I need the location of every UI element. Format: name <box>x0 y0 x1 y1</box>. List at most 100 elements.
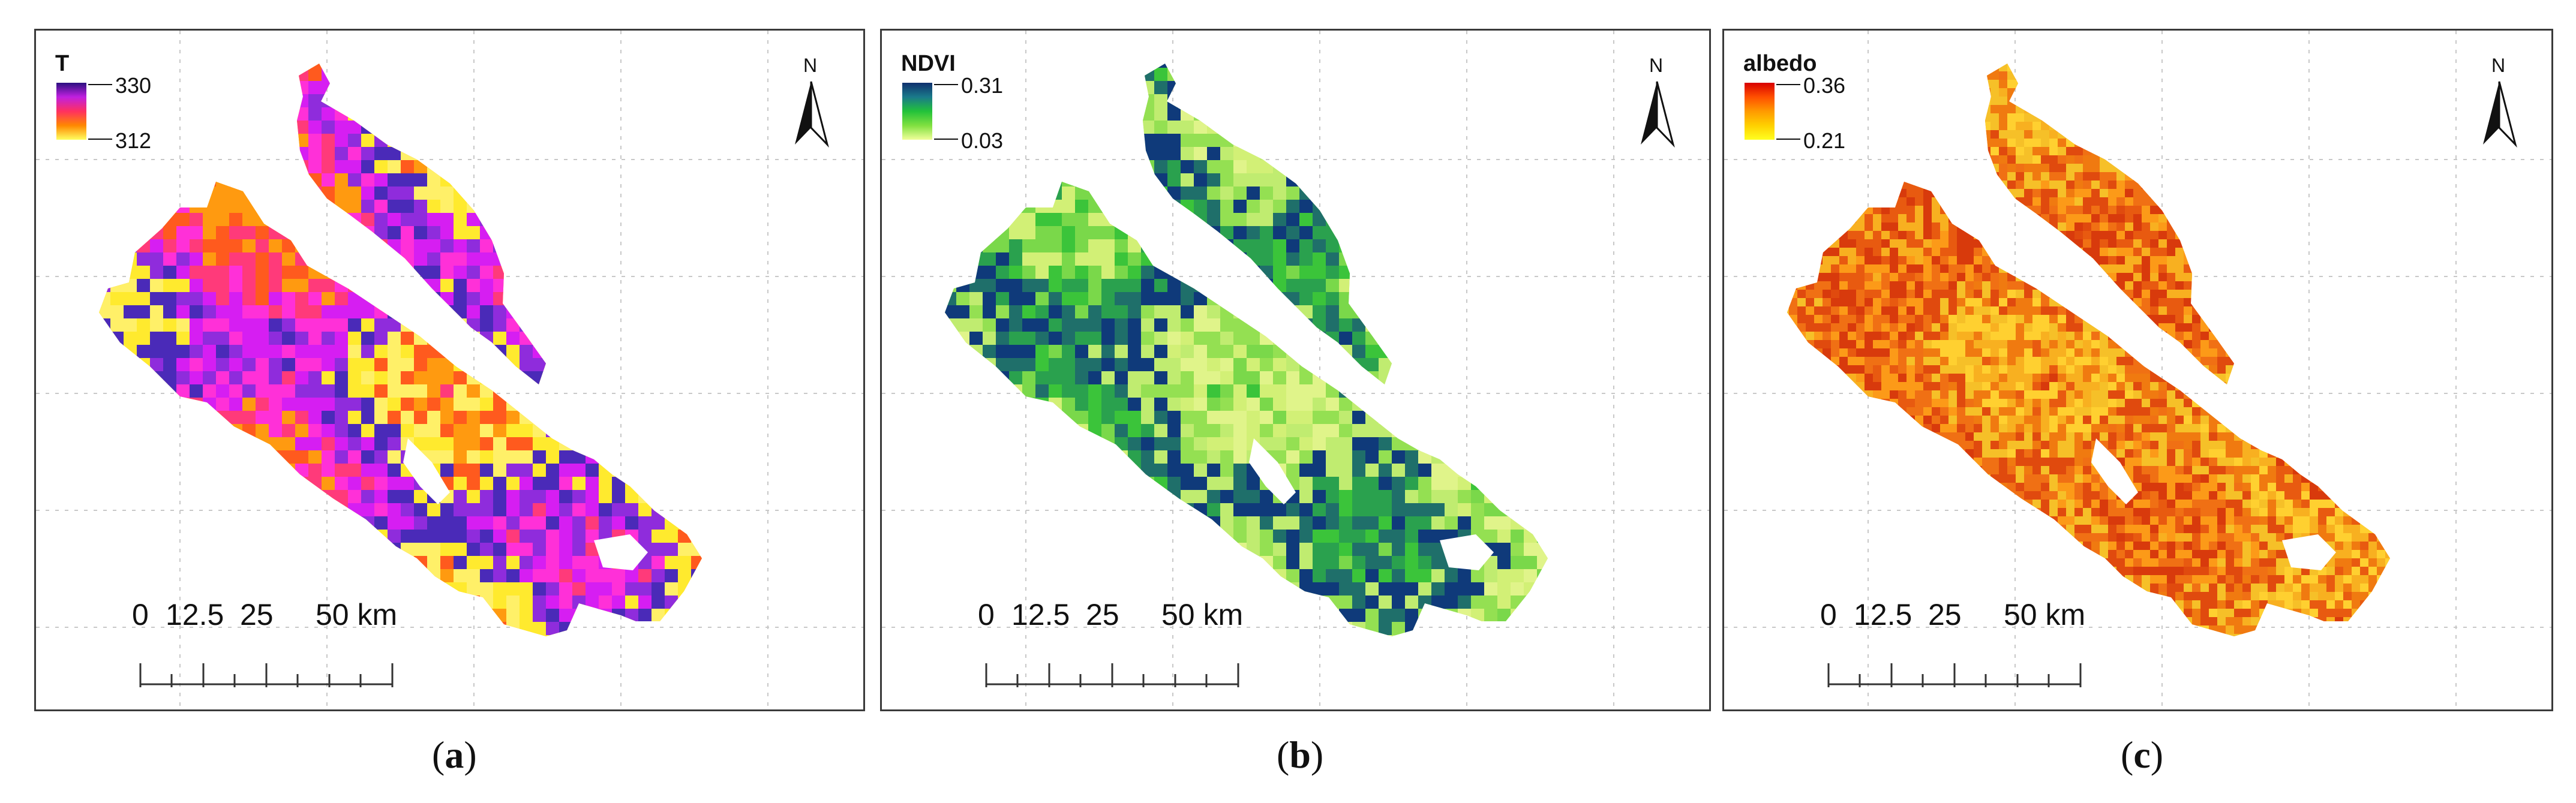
raster-cell <box>1009 543 1023 557</box>
raster-cell <box>533 134 547 148</box>
raster-cell <box>348 332 362 345</box>
raster-cell <box>559 173 573 187</box>
raster-cell <box>308 226 322 240</box>
raster-cell <box>638 64 652 68</box>
raster-cell <box>1405 252 1419 266</box>
raster-cell <box>493 661 507 675</box>
raster-cell <box>163 279 177 293</box>
raster-cell <box>322 147 335 161</box>
raster-cell <box>1101 398 1115 411</box>
raster-cell <box>1035 464 1049 477</box>
raster-cell <box>704 596 718 609</box>
raster-cell <box>1313 292 1326 306</box>
raster-cell <box>99 266 111 279</box>
raster-cell <box>1313 226 1326 240</box>
raster-cell <box>190 64 203 68</box>
raster-cell <box>546 411 560 425</box>
raster-cell <box>1194 530 1208 543</box>
raster-cell <box>203 424 217 438</box>
raster-cell <box>704 582 718 596</box>
raster-cell <box>84 371 98 385</box>
raster-cell <box>137 226 151 240</box>
raster-cell <box>203 358 217 372</box>
raster-cell <box>2343 64 2352 72</box>
raster-cell <box>1075 464 1089 477</box>
raster-cell <box>242 384 256 398</box>
raster-cell <box>1207 318 1221 332</box>
raster-cell <box>1458 596 1472 609</box>
raster-cell <box>295 477 309 491</box>
raster-cell <box>1062 64 1076 68</box>
raster-cell <box>256 134 269 148</box>
raster-cell <box>1075 530 1089 543</box>
raster-cell <box>1035 345 1049 359</box>
raster-cell <box>163 464 177 477</box>
raster-cell <box>1537 384 1548 398</box>
raster-cell <box>612 582 626 596</box>
raster-cell <box>1075 239 1089 253</box>
raster-cell <box>203 556 217 570</box>
raster-cell <box>1022 332 1036 345</box>
raster-cell <box>969 371 983 385</box>
raster-cell <box>1497 239 1511 253</box>
raster-cell <box>401 411 415 425</box>
raster-cell <box>190 569 203 583</box>
raster-cell <box>1260 371 1274 385</box>
raster-cell <box>163 200 177 213</box>
raster-cell <box>691 173 702 187</box>
raster-cell <box>691 661 705 675</box>
raster-cell <box>1511 596 1524 609</box>
raster-cell <box>1141 345 1155 359</box>
raster-cell <box>84 55 98 68</box>
raster-cell <box>374 516 388 530</box>
raster-cell <box>1035 160 1049 174</box>
raster-cell <box>2234 71 2243 80</box>
raster-cell <box>1365 609 1379 622</box>
raster-cell <box>1273 68 1287 82</box>
raster-cell <box>1115 358 1128 372</box>
raster-cell <box>1418 675 1432 688</box>
raster-cell <box>1326 160 1340 174</box>
raster-cell <box>1974 55 1983 64</box>
raster-cell <box>493 582 507 596</box>
raster-cell <box>1497 68 1511 82</box>
raster-cell <box>150 582 164 596</box>
raster-cell <box>150 147 164 161</box>
raster-cell <box>190 226 203 240</box>
raster-cell <box>322 187 335 200</box>
raster-cell <box>1458 173 1472 187</box>
raster-cell <box>176 358 190 372</box>
raster-cell <box>1167 582 1181 596</box>
raster-cell <box>1167 187 1181 200</box>
raster-cell <box>1511 622 1524 636</box>
raster-cell <box>1405 411 1419 425</box>
raster-cell <box>1273 609 1287 622</box>
raster-cell <box>176 239 190 253</box>
raster-cell <box>717 81 731 95</box>
raster-cell <box>1141 516 1155 530</box>
raster-cell <box>335 107 349 121</box>
raster-cell <box>348 279 362 293</box>
raster-cell <box>335 173 349 187</box>
raster-cell <box>374 332 388 345</box>
raster-cell <box>586 661 599 675</box>
raster-cell <box>216 266 230 279</box>
raster-cell <box>401 516 415 530</box>
raster-cell <box>322 266 335 279</box>
raster-cell <box>678 358 692 372</box>
raster-cell <box>2041 55 2050 64</box>
raster-cell <box>1458 675 1472 688</box>
raster-cell <box>533 332 547 345</box>
raster-cell <box>1286 530 1300 543</box>
raster-cell <box>691 384 702 398</box>
raster-cell <box>1009 134 1023 148</box>
raster-cell <box>1923 71 1932 80</box>
raster-cell <box>572 64 586 68</box>
raster-cell <box>1115 516 1128 530</box>
raster-cell <box>1260 424 1274 438</box>
raster-cell <box>1154 398 1168 411</box>
raster-cell <box>99 398 111 411</box>
raster-cell <box>1484 252 1498 266</box>
raster-cell <box>1326 675 1340 688</box>
raster-cell <box>1035 569 1049 583</box>
